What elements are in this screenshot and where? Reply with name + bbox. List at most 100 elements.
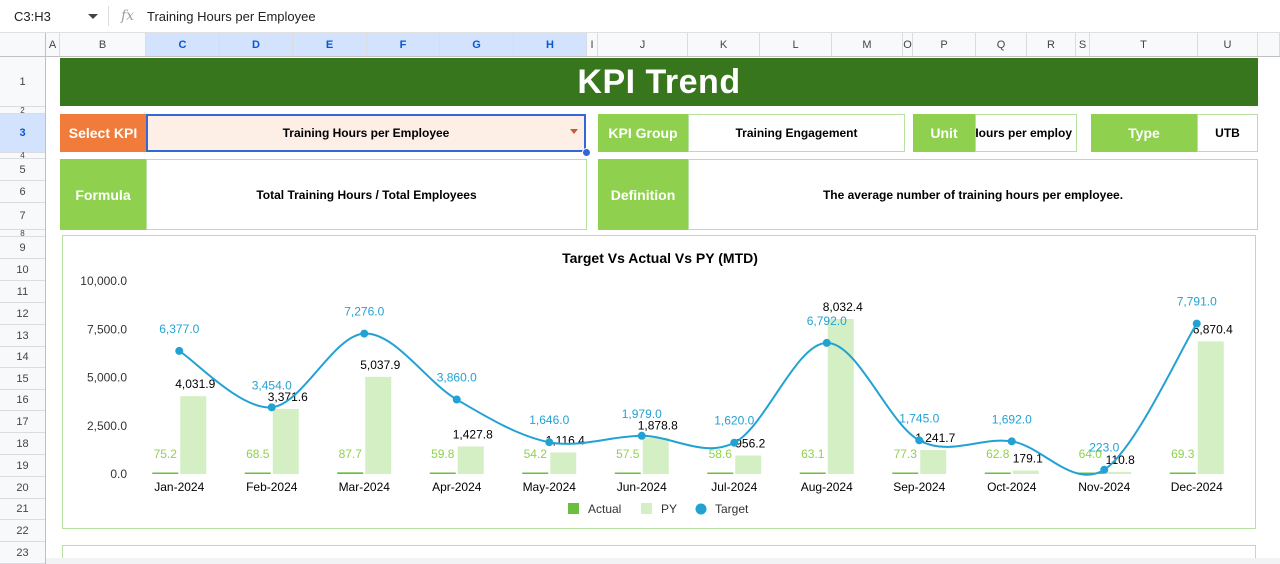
column-header-s[interactable]: S bbox=[1076, 33, 1090, 56]
legend-target-label: Target bbox=[715, 502, 749, 516]
column-header-a[interactable]: A bbox=[46, 33, 60, 56]
actual-bar bbox=[152, 472, 179, 474]
column-header-q[interactable]: Q bbox=[976, 33, 1027, 56]
py-bar bbox=[642, 437, 669, 474]
target-point bbox=[1007, 437, 1016, 446]
target-point bbox=[915, 436, 924, 445]
unit-label: Unit bbox=[913, 114, 975, 152]
py-data-label: 1,427.8 bbox=[453, 427, 493, 441]
formula-bar: C3:H3 fx Training Hours per Employee bbox=[0, 0, 1280, 33]
row-header-10[interactable]: 10 bbox=[0, 259, 45, 281]
row-header-3[interactable]: 3 bbox=[0, 114, 45, 153]
row-header-23[interactable]: 23 bbox=[0, 542, 45, 564]
target-data-label: 1,745.0 bbox=[899, 411, 939, 425]
target-point bbox=[545, 438, 554, 447]
dropdown-arrow-icon[interactable] bbox=[570, 129, 578, 134]
row-header-15[interactable]: 15 bbox=[0, 368, 45, 390]
target-data-label: 1,620.0 bbox=[714, 414, 754, 428]
py-bar bbox=[1197, 341, 1224, 474]
column-header-t[interactable]: T bbox=[1090, 33, 1198, 56]
select-all-corner[interactable] bbox=[0, 33, 46, 56]
column-header-l[interactable]: L bbox=[760, 33, 832, 56]
column-header-f[interactable]: F bbox=[367, 33, 440, 56]
column-header-p[interactable]: P bbox=[913, 33, 976, 56]
py-data-label: 179.1 bbox=[1013, 452, 1043, 466]
py-bar bbox=[1105, 471, 1132, 474]
row-header-7[interactable]: 7 bbox=[0, 203, 45, 230]
name-box[interactable]: C3:H3 bbox=[0, 0, 104, 33]
target-point bbox=[730, 438, 739, 447]
row-header-8[interactable]: 8 bbox=[0, 229, 45, 238]
column-header-j[interactable]: J bbox=[598, 33, 688, 56]
target-data-label: 3,860.0 bbox=[437, 371, 477, 385]
row-header-6[interactable]: 6 bbox=[0, 181, 45, 203]
actual-bar bbox=[984, 472, 1011, 474]
row-header-bar: 1 2 3 4 5 6 7 8 9 10 11 12 13 14 15 16 17 18 19 20 21 22 23 bbox=[0, 57, 46, 564]
x-tick-label: Oct-2024 bbox=[987, 480, 1037, 494]
row-header-1[interactable]: 1 bbox=[0, 57, 45, 107]
kpi-trend-chart[interactable]: Target Vs Actual Vs PY (MTD) 0.0 2,500.0 5,… bbox=[62, 235, 1256, 529]
target-data-label: 1,979.0 bbox=[622, 407, 662, 421]
row-header-9[interactable]: 9 bbox=[0, 237, 45, 259]
actual-data-label: 68.5 bbox=[246, 447, 270, 461]
row-header-17[interactable]: 17 bbox=[0, 411, 45, 433]
column-header-c[interactable]: C bbox=[146, 33, 220, 56]
column-header-h[interactable]: H bbox=[514, 33, 587, 56]
py-bar bbox=[827, 318, 854, 474]
column-header-o[interactable]: O bbox=[903, 33, 913, 56]
actual-data-label: 58.6 bbox=[709, 447, 733, 461]
formula-input[interactable]: Training Hours per Employee bbox=[147, 8, 316, 24]
name-box-value: C3:H3 bbox=[14, 8, 51, 24]
column-header-k[interactable]: K bbox=[688, 33, 760, 56]
row-header-11[interactable]: 11 bbox=[0, 281, 45, 303]
x-tick-label: Mar-2024 bbox=[339, 480, 391, 494]
row-header-21[interactable]: 21 bbox=[0, 499, 45, 520]
x-tick-label: May-2024 bbox=[523, 480, 577, 494]
row-header-4[interactable]: 4 bbox=[0, 151, 45, 160]
py-data-label: 6,870.4 bbox=[1193, 322, 1233, 336]
column-header-b[interactable]: B bbox=[60, 33, 146, 56]
kpi-group-label: KPI Group bbox=[598, 114, 688, 152]
row-header-5[interactable]: 5 bbox=[0, 159, 45, 181]
column-header-d[interactable]: D bbox=[220, 33, 293, 56]
row-header-16[interactable]: 16 bbox=[0, 390, 45, 411]
actual-bar bbox=[244, 472, 271, 474]
actual-bar bbox=[799, 472, 826, 474]
select-kpi-value: Training Hours per Employee bbox=[282, 126, 450, 140]
chart-title: Target Vs Actual Vs PY (MTD) bbox=[562, 250, 758, 266]
row-header-20[interactable]: 20 bbox=[0, 477, 45, 499]
column-header-g[interactable]: G bbox=[440, 33, 514, 56]
row-header-14[interactable]: 14 bbox=[0, 347, 45, 368]
target-point bbox=[637, 431, 646, 440]
select-kpi-label: Select KPI bbox=[60, 114, 146, 152]
column-header-overflow[interactable] bbox=[1258, 33, 1280, 56]
x-tick-label: Nov-2024 bbox=[1078, 480, 1130, 494]
row-header-19[interactable]: 19 bbox=[0, 455, 45, 477]
row-header-2[interactable]: 2 bbox=[0, 106, 45, 115]
formula-value: Total Training Hours / Total Employees bbox=[146, 159, 587, 230]
actual-bar bbox=[707, 472, 734, 474]
target-point bbox=[452, 395, 461, 404]
column-header-i[interactable]: I bbox=[587, 33, 598, 56]
row-header-13[interactable]: 13 bbox=[0, 325, 45, 347]
column-header-e[interactable]: E bbox=[293, 33, 367, 56]
target-data-label: 3,454.0 bbox=[252, 378, 292, 392]
column-header-r[interactable]: R bbox=[1027, 33, 1076, 56]
actual-data-label: 77.3 bbox=[894, 447, 918, 461]
py-bar bbox=[272, 408, 299, 474]
actual-bar bbox=[1077, 472, 1104, 474]
chevron-down-icon[interactable] bbox=[88, 13, 98, 19]
column-header-m[interactable]: M bbox=[832, 33, 903, 56]
row-header-18[interactable]: 18 bbox=[0, 433, 45, 455]
selection-fill-handle[interactable] bbox=[582, 148, 591, 157]
actual-bar bbox=[429, 472, 456, 474]
row-header-22[interactable]: 22 bbox=[0, 520, 45, 542]
select-kpi-dropdown[interactable]: Training Hours per Employee bbox=[146, 114, 586, 152]
y-tick-label: 5,000.0 bbox=[87, 371, 127, 385]
row-header-12[interactable]: 12 bbox=[0, 303, 45, 325]
horizontal-scrollbar[interactable] bbox=[46, 558, 1280, 564]
actual-data-label: 64.0 bbox=[1079, 447, 1103, 461]
target-point bbox=[1192, 319, 1201, 328]
column-header-u[interactable]: U bbox=[1198, 33, 1258, 56]
